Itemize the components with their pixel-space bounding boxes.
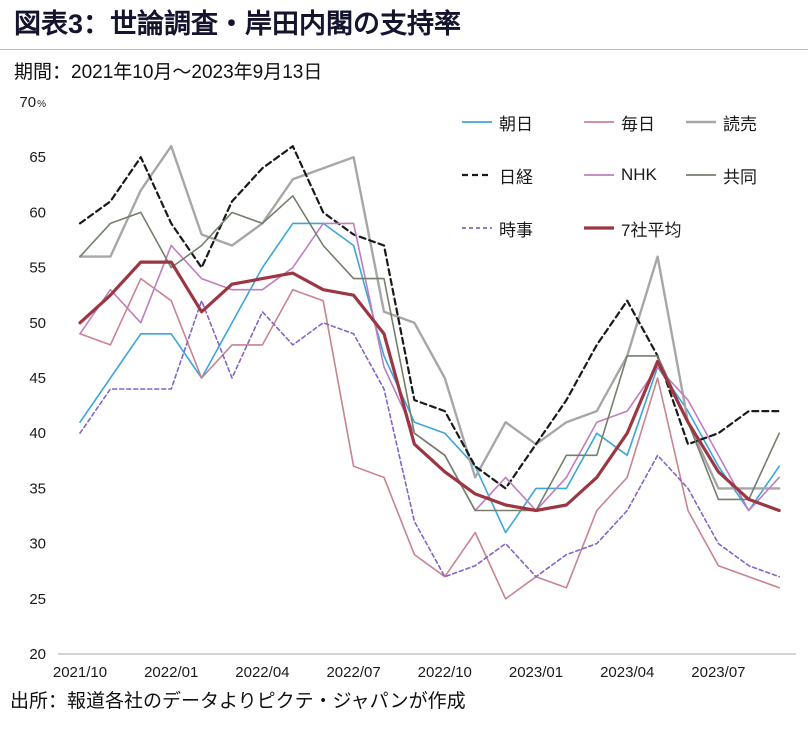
legend-label-asahi: 朝日 — [499, 114, 533, 134]
series-line-kyodo — [79, 194, 781, 512]
chart-legend: 朝日 毎日 読売日経 NHK 共同時事 7社平均 — [462, 110, 782, 241]
y-axis-label-65: 65 — [29, 149, 46, 166]
legend-item-mainichi: 毎日 — [584, 110, 686, 135]
legend-item-nhk: NHK — [584, 163, 686, 188]
y-axis-label-25: 25 — [29, 591, 46, 608]
legend-line-sample-nhk — [584, 174, 614, 177]
x-axis-label-2023/04: 2023/04 — [600, 664, 654, 681]
legend-label-jiji: 時事 — [499, 220, 533, 240]
legend-item-jiji: 時事 — [462, 216, 584, 241]
legend-item-nikkei: 日経 — [462, 163, 584, 188]
x-axis-label-2021/10: 2021/10 — [53, 664, 107, 681]
series-line-yomiuri — [78, 144, 781, 490]
x-axis-label-2022/04: 2022/04 — [235, 664, 289, 681]
legend-label-average: 7社平均 — [621, 220, 682, 240]
legend-line-sample-yomiuri — [686, 121, 716, 124]
legend-item-asahi: 朝日 — [462, 110, 584, 135]
series-line-average — [78, 260, 781, 512]
y-axis-unit: % — [37, 99, 46, 110]
x-axis-label-2022/01: 2022/01 — [144, 664, 198, 681]
y-axis-label-45: 45 — [29, 370, 46, 387]
y-axis-label-55: 55 — [29, 259, 46, 276]
series-line-asahi — [79, 222, 781, 534]
x-axis-label-2022/10: 2022/10 — [418, 664, 472, 681]
legend-item-kyodo: 共同 — [686, 163, 782, 188]
x-axis-label-2023/07: 2023/07 — [691, 664, 745, 681]
legend-line-sample-average — [584, 226, 614, 230]
chart-title: 図表3：世論調査・岸田内閣の支持率 — [14, 9, 462, 39]
series-line-nhk — [79, 222, 781, 512]
x-axis-label-2022/07: 2022/07 — [326, 664, 380, 681]
chart-canvas: 20 25 30 35 40 45 50 55 60 65 70% 2021/10 2022/01 202… — [19, 94, 796, 681]
y-axis-label-40: 40 — [29, 425, 46, 442]
legend-label-yomiuri: 読売 — [723, 114, 757, 134]
legend-label-nhk: NHK — [621, 165, 657, 185]
y-axis-label-35: 35 — [29, 480, 46, 497]
legend-item-average: 7社平均 — [584, 216, 686, 241]
legend-line-sample-nikkei — [462, 174, 492, 177]
legend-line-sample-kyodo — [686, 174, 716, 177]
series-line-mainichi — [79, 277, 781, 600]
y-axis-label-30: 30 — [29, 535, 46, 552]
chart-period: 期間：2021年10月～2023年9月13日 — [14, 61, 323, 83]
y-axis-label-20: 20 — [29, 646, 46, 663]
legend-item-yomiuri: 読売 — [686, 110, 782, 135]
line-chart: 20 25 30 35 40 45 50 55 60 65 70% 2021/10 2022/01 202… — [0, 86, 808, 686]
series-line-jiji — [79, 299, 781, 578]
y-axis-label-60: 60 — [29, 204, 46, 221]
legend-line-sample-jiji — [462, 227, 492, 230]
source-note: 出所：報道各社のデータよりピクテ・ジャパンが作成 — [10, 690, 466, 712]
legend-label-kyodo: 共同 — [723, 167, 757, 187]
title-divider — [0, 48, 808, 50]
legend-line-sample-mainichi — [584, 121, 614, 124]
y-axis-label-70: 70% — [19, 94, 46, 111]
legend-line-sample-asahi — [462, 121, 492, 124]
legend-label-mainichi: 毎日 — [621, 114, 655, 134]
series-line-nikkei — [78, 144, 781, 490]
x-axis-label-2023/01: 2023/01 — [509, 664, 563, 681]
y-axis-label-50: 50 — [29, 315, 46, 332]
legend-label-nikkei: 日経 — [499, 167, 533, 187]
